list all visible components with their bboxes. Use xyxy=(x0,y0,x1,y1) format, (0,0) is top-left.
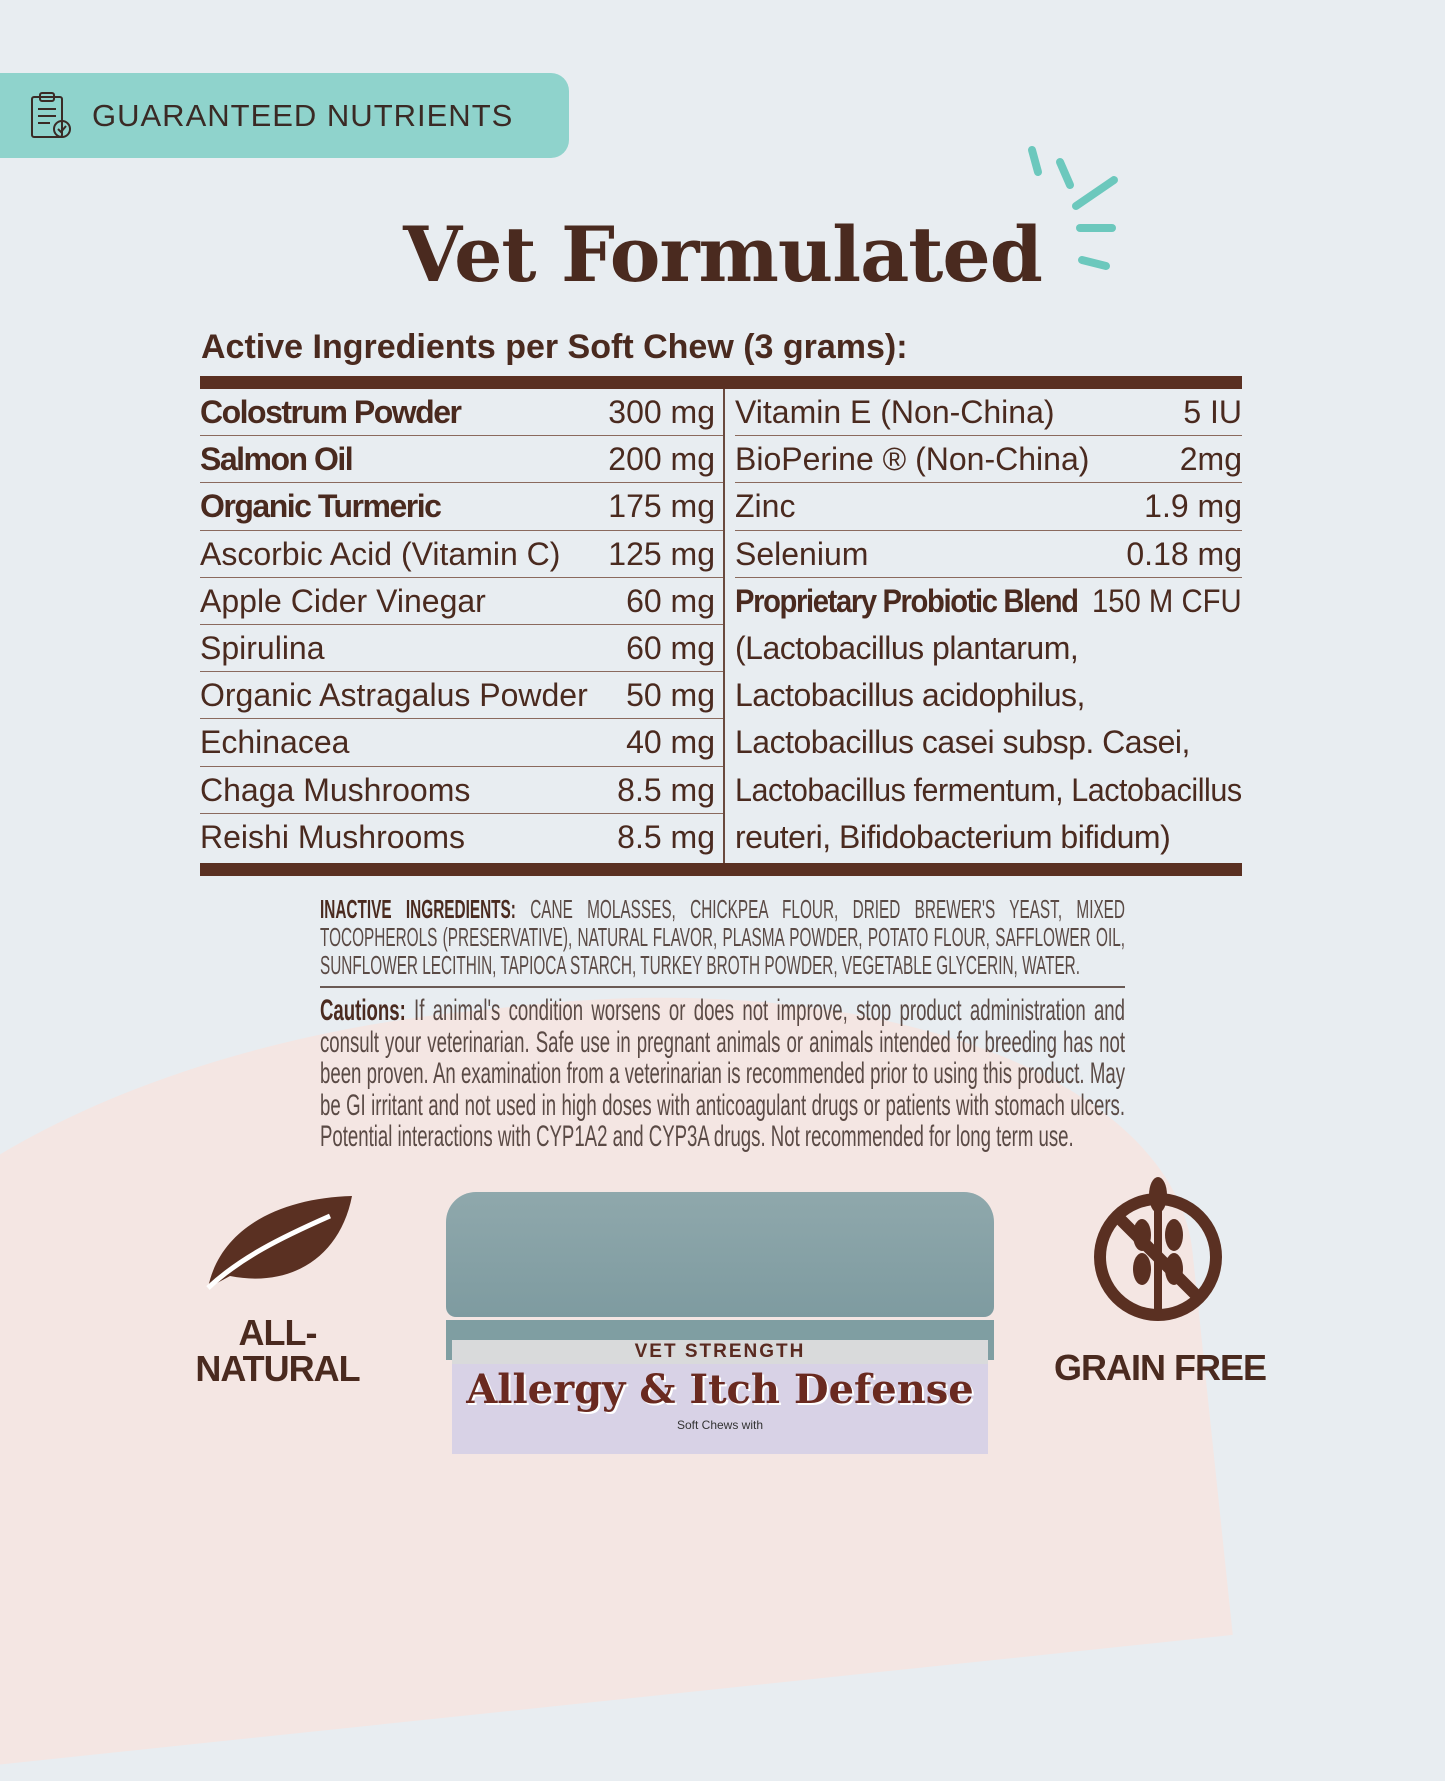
probiotic-strains-text: (Lactobacillus plantarum, xyxy=(735,630,1079,667)
ingredient-row: BioPerine ® (Non-China) 2mg xyxy=(735,436,1242,484)
ingredient-row: Organic Astragalus Powder 50 mg xyxy=(200,672,723,720)
ingredient-name: Chaga Mushrooms xyxy=(200,771,470,809)
ingredient-name: Organic Astragalus Powder xyxy=(200,676,588,714)
ingredient-name: Reishi Mushrooms xyxy=(200,818,465,856)
ingredient-name: Vitamin E (Non-China) xyxy=(735,394,1055,431)
inactive-label: INACTIVE INGREDIENTS: xyxy=(320,894,516,924)
ingredient-name-main: Reishi Mushrooms xyxy=(200,819,465,856)
ingredient-row: Colostrum Powder 300 mg xyxy=(200,389,723,437)
ingredient-name: Zinc xyxy=(735,488,796,525)
ingredient-row: Ascorbic Acid (Vitamin C) 125 mg xyxy=(200,531,723,578)
ingredient-name: Colostrum Powder xyxy=(200,393,462,431)
probiotic-strains-text: Lactobacillus acidophilus, xyxy=(735,677,1085,714)
ingredient-row: Apple Cider Vinegar 60 mg xyxy=(200,578,723,625)
no-grain-icon xyxy=(1094,1177,1222,1321)
ingredient-row: Spirulina 60 mg xyxy=(200,625,723,673)
ingredient-name: Apple Cider Vinegar xyxy=(200,582,486,620)
probiotic-strains-text: reuteri, Bifidobacterium bifidum) xyxy=(735,818,1171,855)
ingredient-amount: 1.9 mg xyxy=(1144,488,1242,525)
sparkle-decoration-icon xyxy=(1028,146,1118,270)
ingredients-table: Colostrum Powder 300 mg Salmon Oil 200 mg Or… xyxy=(200,376,1242,876)
ingredient-name: Spirulina xyxy=(200,629,325,667)
ingredient-row: Vitamin E (Non-China) 5 IU xyxy=(735,389,1242,437)
ingredient-name: Selenium xyxy=(735,535,869,572)
cautions: Cautions: If animal's condition worsens … xyxy=(320,995,1125,1153)
product-label: Allergy & Itch Defense Soft Chews with xyxy=(452,1364,988,1454)
ingredient-row: Echinacea 40 mg xyxy=(200,719,723,767)
jar-lid xyxy=(446,1192,994,1317)
ingredient-name-note: (Vitamin C) xyxy=(392,535,561,572)
active-ingredients-heading: Active Ingredients per Soft Chew (3 gram… xyxy=(201,328,908,366)
ingredient-amount: 8.5 mg xyxy=(617,771,715,808)
ingredient-name-main: Colostrum Powder xyxy=(200,394,462,431)
ingredient-row: Reishi Mushrooms 8.5 mg xyxy=(200,814,723,861)
ingredient-row: Salmon Oil 200 mg xyxy=(200,436,723,484)
ingredient-amount: 125 mg xyxy=(608,535,715,572)
probiotic-strains-line: (Lactobacillus plantarum, xyxy=(735,625,1242,672)
inactive-ingredients: INACTIVE INGREDIENTS: CANE MOLASSES, CHI… xyxy=(320,895,1125,979)
ingredient-row: Zinc 1.9 mg xyxy=(735,483,1242,531)
ingredient-name: Organic Turmeric xyxy=(200,487,442,525)
inactive-text: CANE MOLASSES, CHICKPEA FLOUR, DRIED BRE… xyxy=(320,894,1125,980)
grain-free-label: GRAIN FREE xyxy=(1053,1347,1267,1388)
product-tagline: Soft Chews with xyxy=(676,1418,764,1432)
right-column: Vitamin E (Non-China) 5 IU BioPerine ® (No… xyxy=(725,389,1242,863)
ingredient-amount: 60 mg xyxy=(626,582,715,619)
ingredient-amount: 40 mg xyxy=(626,724,715,761)
ingredient-amount: 50 mg xyxy=(626,677,715,714)
ingredient-row: Selenium 0.18 mg xyxy=(735,531,1242,578)
guaranteed-nutrients-badge: GUARANTEED NUTRIENTS xyxy=(0,73,569,158)
ingredient-amount: 200 mg xyxy=(608,441,715,478)
probiotic-strains-text: Lactobacillus casei subsp. Casei, xyxy=(735,724,1190,761)
ingredient-amount: 5 IU xyxy=(1183,394,1242,431)
clipboard-check-icon xyxy=(31,91,71,138)
probiotic-strains-line: Lactobacillus fermentum, Lactobacillus xyxy=(735,767,1242,814)
all-natural-label: ALL-NATURAL xyxy=(195,1312,360,1389)
ingredient-row: Proprietary Probiotic Blend 150 M CFU xyxy=(735,578,1242,625)
ingredient-row: Chaga Mushrooms 8.5 mg xyxy=(200,767,723,814)
cautions-label: Cautions: xyxy=(320,994,406,1027)
ingredient-name-main: Salmon Oil xyxy=(200,441,354,478)
badge-label: GUARANTEED NUTRIENTS xyxy=(92,97,514,133)
ingredient-row: Organic Turmeric 175 mg xyxy=(200,483,723,531)
probiotic-strains-line: reuteri, Bifidobacterium bifidum) xyxy=(735,814,1242,861)
ingredient-amount: 8.5 mg xyxy=(617,819,715,856)
ingredient-name-main: Echinacea xyxy=(200,724,350,761)
ingredient-amount: 150 M CFU xyxy=(1092,583,1242,620)
ingredient-name-main: Organic Turmeric xyxy=(200,488,442,525)
product-name: Allergy & Itch Defense xyxy=(466,1366,974,1413)
ingredient-amount: 300 mg xyxy=(608,394,715,431)
leaf-icon xyxy=(206,1196,352,1290)
ingredient-name-main: Chaga Mushrooms xyxy=(200,771,471,808)
ingredient-name-main: Spirulina xyxy=(200,630,325,667)
cautions-text: If animal's condition worsens or does no… xyxy=(320,994,1125,1153)
ingredient-name: Salmon Oil xyxy=(200,440,354,478)
ingredient-name: BioPerine ® (Non-China) xyxy=(735,441,1090,478)
page-title: Vet Formulated xyxy=(403,210,1043,299)
left-column: Colostrum Powder 300 mg Salmon Oil 200 mg Or… xyxy=(200,389,725,863)
ingredient-name: Ascorbic Acid (Vitamin C) xyxy=(200,535,560,573)
ingredient-amount: 0.18 mg xyxy=(1126,535,1242,572)
product-jar: VET STRENGTH Allergy & Itch Defense Soft… xyxy=(446,1192,994,1454)
ingredient-name: Proprietary Probiotic Blend xyxy=(735,583,1079,620)
ingredient-name-main: Ascorbic Acid xyxy=(200,535,393,572)
ingredient-name: Echinacea xyxy=(200,723,349,761)
probiotic-strains-text: Lactobacillus fermentum, Lactobacillus xyxy=(735,771,1242,808)
probiotic-strains-line: Lactobacillus acidophilus, xyxy=(735,672,1242,719)
ingredient-amount: 60 mg xyxy=(626,630,715,667)
divider xyxy=(320,986,1125,988)
ingredient-name-main: Apple Cider Vinegar xyxy=(200,582,486,619)
ingredient-amount: 175 mg xyxy=(608,488,715,525)
ingredient-name-main: Organic Astragalus Powder xyxy=(200,677,588,714)
probiotic-strains-line: Lactobacillus casei subsp. Casei, xyxy=(735,719,1242,766)
ingredient-amount: 2mg xyxy=(1179,441,1242,478)
vet-strength-label: VET STRENGTH xyxy=(452,1340,988,1364)
